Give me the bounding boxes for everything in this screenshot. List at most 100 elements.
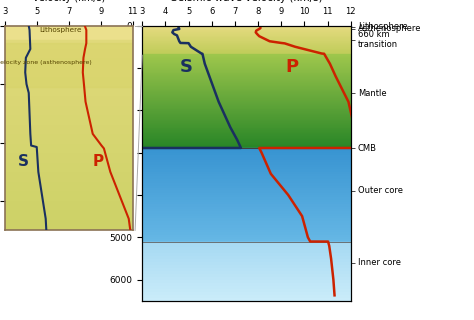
Bar	[5, 69, 133, 78]
Bar	[142, 118, 351, 120]
Bar	[142, 131, 351, 133]
Bar	[142, 237, 351, 239]
Bar	[142, 67, 351, 69]
Bar	[142, 195, 351, 197]
Bar	[142, 129, 351, 131]
Bar	[142, 165, 351, 167]
Bar	[5, 33, 133, 40]
Bar	[142, 190, 351, 193]
Bar	[142, 225, 351, 228]
Bar	[142, 38, 351, 39]
Bar	[142, 71, 351, 73]
Bar	[142, 44, 351, 45]
Bar	[142, 45, 351, 46]
Bar	[142, 90, 351, 92]
Bar	[142, 101, 351, 103]
Bar	[142, 73, 351, 75]
Bar	[142, 181, 351, 183]
Bar	[142, 59, 351, 61]
Bar	[142, 262, 351, 265]
Bar	[142, 179, 351, 181]
Bar	[142, 289, 351, 292]
Title: Seismic wave velocity (km/s): Seismic wave velocity (km/s)	[171, 0, 322, 3]
Y-axis label: Depth from surface (km): Depth from surface (km)	[95, 103, 105, 224]
Bar	[142, 103, 351, 105]
Bar	[5, 192, 133, 202]
Bar	[142, 292, 351, 295]
Bar	[5, 107, 133, 116]
Bar	[142, 141, 351, 143]
Bar	[142, 274, 351, 277]
Bar	[142, 256, 351, 259]
Bar	[142, 108, 351, 110]
Text: S: S	[179, 58, 192, 76]
Bar	[142, 162, 351, 165]
Bar	[142, 271, 351, 274]
Bar	[142, 126, 351, 127]
Bar	[5, 40, 133, 50]
Bar	[142, 41, 351, 42]
Bar	[142, 223, 351, 225]
Bar	[142, 160, 351, 162]
Bar	[142, 133, 351, 135]
Bar	[142, 216, 351, 218]
Bar	[142, 46, 351, 48]
Bar	[142, 295, 351, 298]
Text: S: S	[18, 154, 28, 169]
Bar	[142, 26, 351, 27]
Bar	[142, 230, 351, 232]
Bar	[142, 213, 351, 216]
Bar	[5, 126, 133, 135]
Bar	[142, 78, 351, 80]
Bar	[5, 145, 133, 154]
Bar	[142, 251, 351, 253]
Bar	[142, 204, 351, 207]
Bar	[142, 51, 351, 52]
Bar	[142, 167, 351, 169]
Bar	[142, 32, 351, 33]
Bar	[142, 147, 351, 148]
Bar	[142, 176, 351, 179]
Bar	[142, 82, 351, 84]
Bar	[5, 43, 133, 87]
Bar	[142, 29, 351, 30]
Bar	[142, 253, 351, 256]
Bar	[142, 145, 351, 147]
Bar	[142, 120, 351, 122]
Bar	[142, 186, 351, 188]
Bar	[142, 202, 351, 204]
Bar	[142, 188, 351, 190]
Bar	[142, 110, 351, 112]
Bar	[142, 97, 351, 99]
Bar	[142, 48, 351, 49]
Bar	[5, 50, 133, 59]
Bar	[5, 221, 133, 230]
Bar	[142, 55, 351, 57]
Bar	[142, 280, 351, 283]
Bar	[5, 183, 133, 192]
Bar	[142, 92, 351, 93]
Bar	[142, 268, 351, 271]
Bar	[142, 30, 351, 31]
Title: velocity (km/s): velocity (km/s)	[33, 0, 105, 3]
Bar	[142, 80, 351, 82]
Text: Low velocity zone (asthenosphere): Low velocity zone (asthenosphere)	[0, 60, 91, 65]
Bar	[142, 283, 351, 286]
Bar	[142, 139, 351, 141]
Bar	[142, 156, 351, 158]
Bar	[142, 151, 351, 153]
Bar	[142, 50, 351, 51]
Bar	[142, 235, 351, 237]
Bar	[142, 247, 351, 251]
Bar	[5, 135, 133, 145]
Bar	[142, 88, 351, 90]
Bar	[142, 35, 351, 36]
Bar	[5, 116, 133, 126]
Bar	[142, 207, 351, 209]
Bar	[142, 242, 351, 244]
Bar	[5, 212, 133, 221]
Bar	[5, 26, 133, 33]
Bar	[142, 148, 351, 151]
Bar	[142, 43, 351, 44]
Bar	[5, 78, 133, 88]
